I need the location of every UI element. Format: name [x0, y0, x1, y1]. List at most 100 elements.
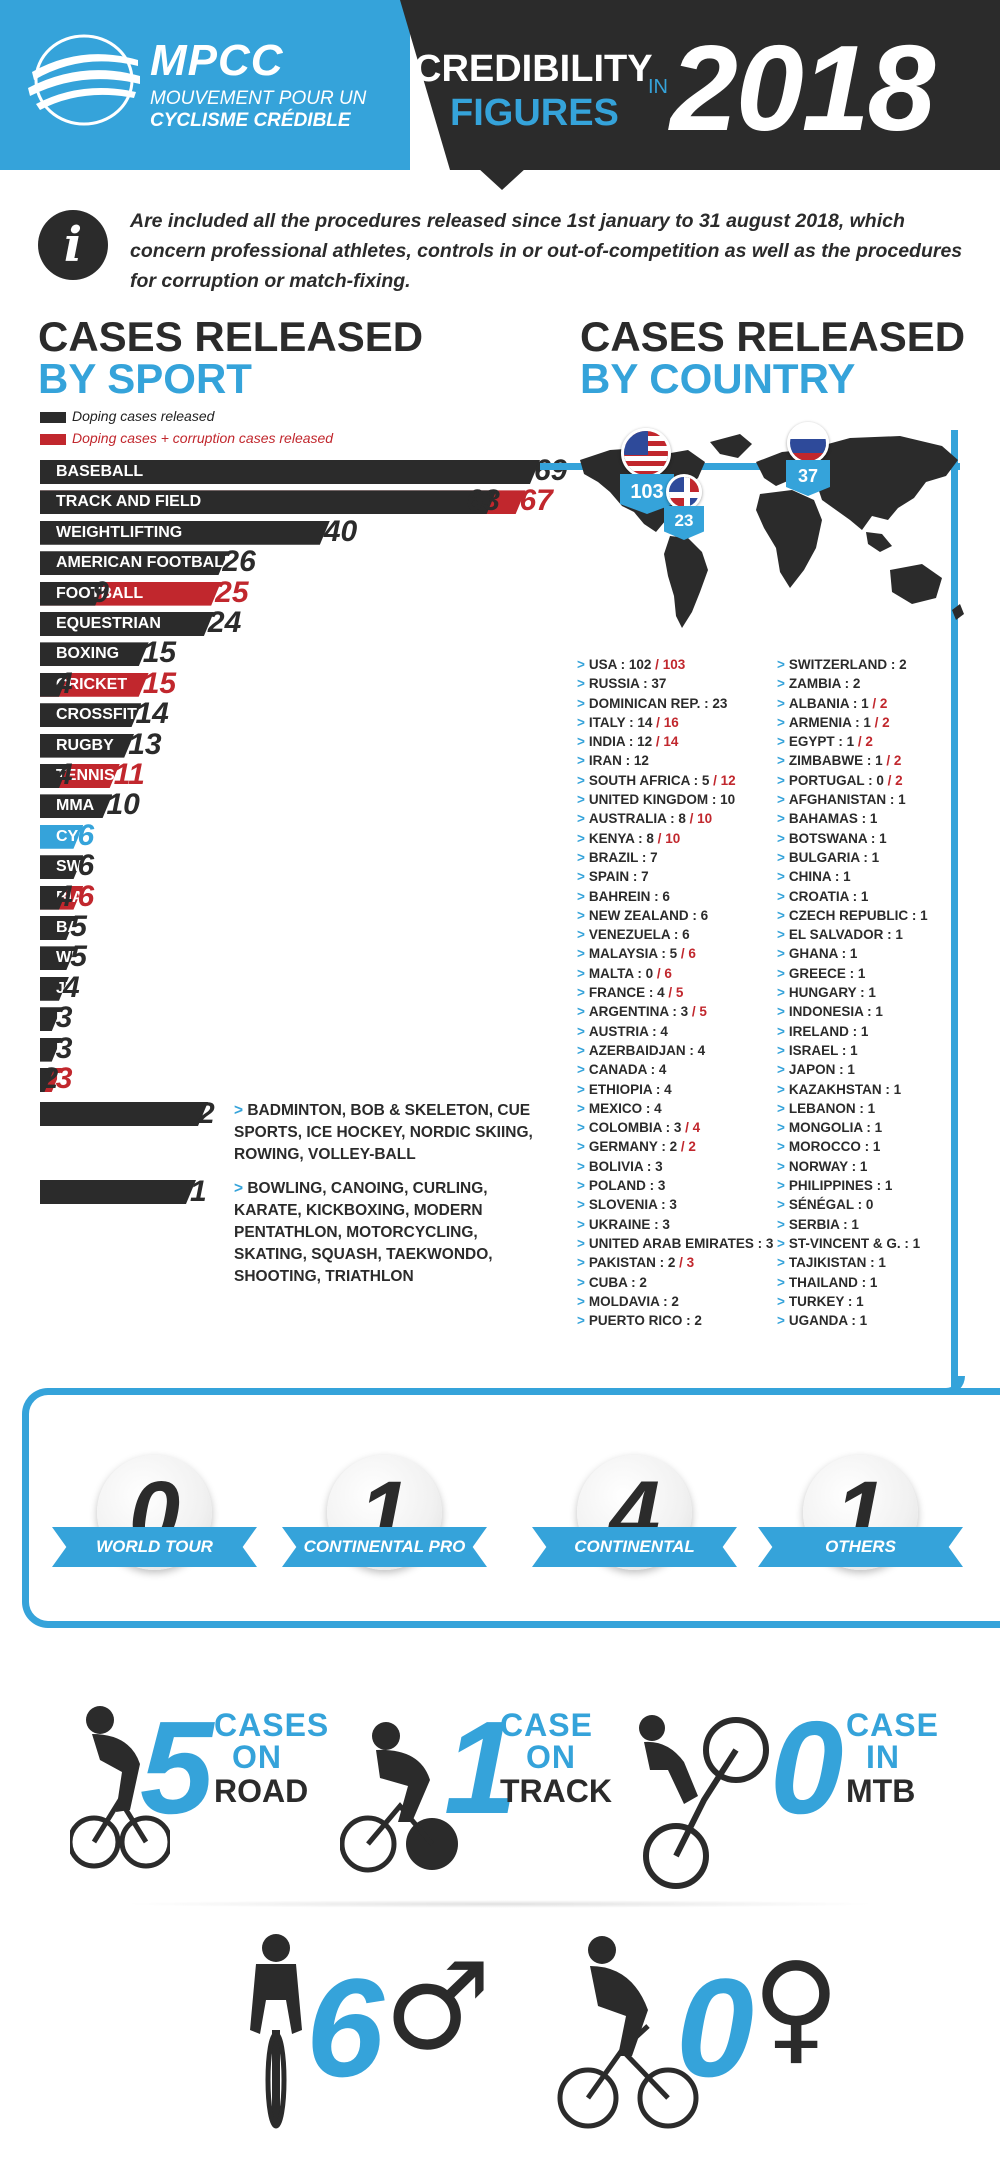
usa-flag-icon — [621, 428, 671, 478]
country-name: UNITED ARAB EMIRATES : 3 — [588, 1235, 774, 1251]
sport-title-line1: CASES RELEASED — [38, 313, 424, 360]
country-name: HUNGARY : 1 — [788, 985, 876, 1001]
mpcc-logo-icon — [28, 34, 140, 126]
country-total: 103 — [662, 657, 686, 672]
country-row: > MONGOLIA : 1 — [777, 1118, 928, 1137]
bar-value-doping: 2 — [41, 1062, 59, 1095]
legend-label-corruption: Doping cases + corruption cases released — [72, 430, 334, 446]
country-row: > EL SALVADOR : 1 — [777, 925, 928, 944]
country-row: > AZERBAIDJAN : 4 — [577, 1041, 773, 1060]
bar-category-label: RUGBY LEAGUE — [56, 1040, 185, 1058]
category-continental-pro: 1 CONTINENTAL PRO — [282, 1455, 492, 1585]
bar-value-doping: 9 — [92, 575, 109, 609]
chevron-right-icon: > — [777, 1023, 785, 1039]
male-cyclist-icon — [250, 1934, 302, 2129]
gender-female-value: 0 — [676, 1949, 754, 2106]
category-continental: 4 CONTINENTAL — [532, 1455, 742, 1585]
country-row: > VENEZUELA : 6 — [577, 925, 773, 944]
chevron-right-icon: > — [777, 1255, 785, 1271]
discipline-track-value: 1 — [444, 1694, 518, 1841]
country-name: BRAZIL : 7 — [588, 849, 658, 865]
discipline-mtb-value: 0 — [770, 1694, 844, 1841]
category-label: OTHERS — [758, 1527, 963, 1567]
country-name: CANADA : 4 — [588, 1062, 667, 1078]
country-name: CZECH REPUBLIC : 1 — [788, 907, 928, 923]
country-name: SLOVENIA : 3 — [588, 1197, 677, 1213]
country-total: 3 — [686, 1255, 695, 1271]
chevron-right-icon: > — [577, 1120, 585, 1136]
country-row: > HUNGARY : 1 — [777, 983, 928, 1002]
country-name: ETHIOPIA : 4 — [588, 1081, 672, 1097]
country-row: > MALTA : 0 / 6 — [577, 965, 672, 981]
chevron-right-icon: > — [777, 1081, 785, 1097]
country-total: 12 — [720, 772, 736, 788]
chevron-right-icon: > — [777, 1293, 785, 1309]
country-total: 4 — [692, 1120, 701, 1136]
bar-doping — [40, 703, 141, 727]
bar-category-label: MMA — [56, 797, 95, 815]
bar-value-total: 6 — [77, 879, 95, 913]
chevron-right-icon: > — [577, 676, 585, 692]
bar-value-doping: 10 — [106, 788, 140, 822]
pin-dominican-value: 23 — [664, 506, 704, 540]
country-row: > SWITZERLAND : 2 — [777, 655, 928, 674]
bar-category-label: BASEBALL — [56, 463, 144, 480]
bar-value-doping: 4 — [55, 758, 73, 791]
logo-tagline-2: CYCLISME CRÉDIBLE — [150, 110, 351, 131]
country-name: SWITZERLAND : 2 — [788, 657, 907, 672]
country-name: SPAIN : 7 — [588, 869, 649, 885]
chevron-right-icon: > — [577, 1042, 585, 1058]
bar-two-cases-value: 2 — [198, 1097, 215, 1130]
team-categories-frame — [22, 1388, 1000, 1628]
bar-category-label: JUDO — [56, 979, 101, 997]
category-others: 1 OTHERS — [758, 1455, 968, 1585]
chevron-right-icon: > — [777, 753, 785, 769]
country-name: KENYA : 8 — [588, 830, 654, 846]
note-one-case-text: BOWLING, CANOING, CURLING, KARATE, KICKB… — [234, 1180, 493, 1285]
chevron-right-icon: > — [777, 927, 785, 943]
country-name: PAKISTAN : 2 — [588, 1255, 676, 1271]
country-name: ZIMBABWE : 1 — [788, 753, 883, 769]
country-row: > SÉNÉGAL : 0 — [777, 1195, 928, 1214]
country-total: 2 — [879, 695, 888, 711]
country-name: PORTUGAL : 0 — [788, 772, 884, 788]
bar-category-label: TRACK AND FIELD — [56, 493, 202, 511]
chevron-right-icon: > — [777, 1235, 785, 1251]
note-two-cases-text: BADMINTON, BOB & SKELETON, CUE SPORTS, I… — [234, 1102, 533, 1163]
gender-male-value: 6 — [306, 1949, 384, 2106]
country-name: AUSTRALIA : 8 — [588, 811, 686, 827]
country-name: LEBANON : 1 — [788, 1100, 876, 1116]
bar-value-doping: 26 — [222, 545, 256, 579]
chevron-right-icon: > — [577, 907, 585, 923]
country-row: > AFGHANISTAN : 1 — [777, 790, 928, 809]
chevron-right-icon: > — [777, 1062, 785, 1078]
chevron-right-icon: > — [777, 1178, 785, 1194]
bar-value-doping: 4 — [62, 970, 80, 1004]
note-one-case: > BOWLING, CANOING, CURLING, KARATE, KIC… — [234, 1180, 493, 1285]
country-row: > POLAND : 3 — [577, 1176, 773, 1195]
header-dark-panel — [400, 0, 1000, 170]
legend-label-doping: Doping cases released — [72, 408, 215, 424]
chevron-right-icon: > — [777, 888, 785, 904]
sport-title-line2: BY SPORT — [38, 355, 252, 402]
chevron-right-icon: > — [777, 946, 785, 962]
discipline-mtb-word1: CASE — [846, 1707, 939, 1743]
bar-category-label: CYCLING — [56, 827, 128, 845]
country-name: THAILAND : 1 — [788, 1274, 878, 1290]
chevron-right-icon: > — [577, 927, 585, 943]
category-label: WORLD TOUR — [52, 1527, 257, 1567]
bar-doping — [40, 521, 330, 545]
bar-value-doping: 3 — [55, 1001, 73, 1035]
country-total: 10 — [665, 830, 681, 846]
bar-value-total: 25 — [215, 575, 249, 609]
chevron-right-icon: > — [577, 985, 585, 1001]
country-name: SÉNÉGAL : 0 — [788, 1197, 874, 1213]
country-name: MALTA : 0 — [588, 965, 654, 981]
bar-value-total: 11 — [113, 758, 145, 791]
bar-category-label: HANDBALL — [56, 1071, 145, 1088]
country-row: > CHINA : 1 — [777, 867, 928, 886]
country-name: EGYPT : 1 — [788, 734, 855, 750]
country-name: UGANDA : 1 — [788, 1313, 868, 1329]
country-row: > KENYA : 8 / 10 — [577, 830, 681, 846]
bar-category-label: EQUESTRIAN — [56, 615, 161, 632]
